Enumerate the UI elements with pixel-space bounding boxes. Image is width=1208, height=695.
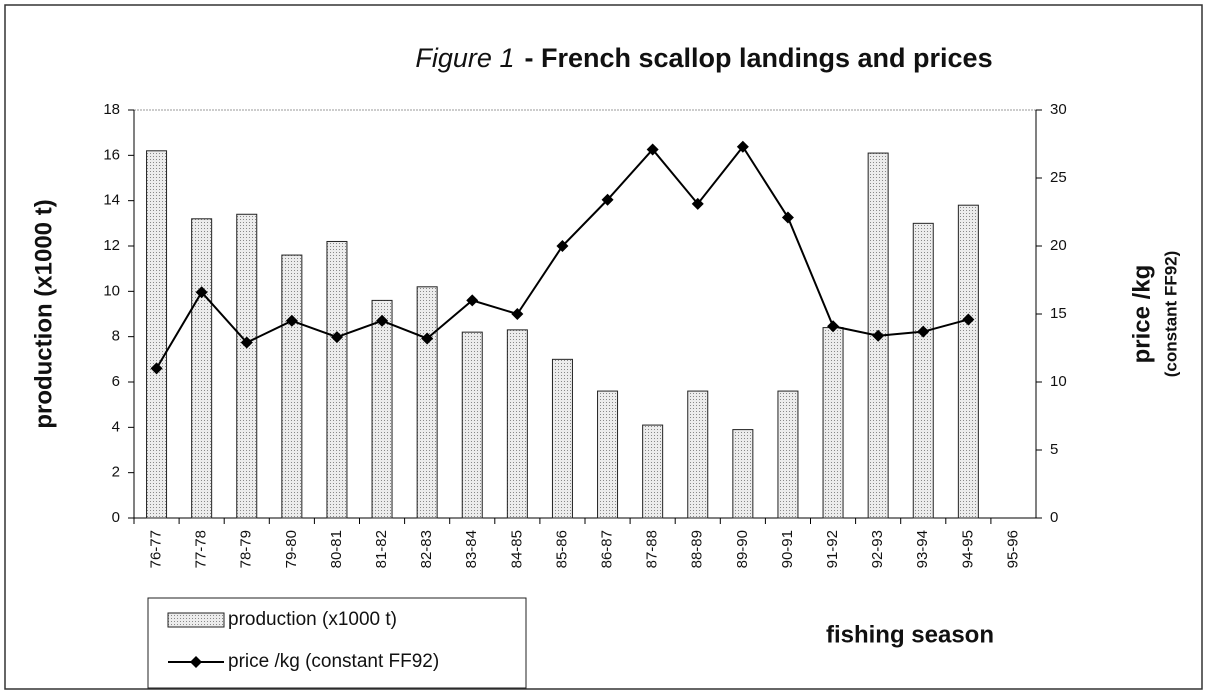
bar [687,390,709,519]
bar [326,240,348,519]
y-tick-label: 0 [112,509,120,526]
chart-title: Figure 1 - French scallop landings and pr… [415,43,992,73]
frame [4,4,1203,690]
x-tick-label: 88-89 [689,530,706,568]
y-tick-label: 18 [103,101,120,118]
bar [371,299,393,519]
price-marker [962,313,975,326]
y2-tick-label: 5 [1050,441,1058,458]
x-tick-label: 77-78 [193,530,210,568]
y-tick-label: 2 [112,464,120,481]
y2-tick-label: 15 [1050,305,1067,322]
bar [506,329,528,519]
price-marker [736,140,749,153]
price-marker [827,320,840,333]
legend-marker [190,656,202,668]
bar [416,286,438,519]
x-tick-label: 85-86 [553,530,570,568]
y-axis-title: production (x1000 t) [30,199,57,428]
bar [597,390,619,519]
x-tick-label: 86-87 [599,530,616,568]
bar [461,331,483,519]
bar [732,429,754,519]
x-tick-label: 92-93 [869,530,886,568]
price-marker [466,294,479,307]
price-marker [330,331,343,344]
legend-swatch [167,612,225,628]
x-tick-label: 79-80 [283,530,300,568]
y2-tick-label: 25 [1050,169,1067,186]
bar [191,218,213,519]
x-tick-label: 83-84 [463,530,480,568]
bar [642,424,664,519]
legend-label: production (x1000 t) [228,609,397,630]
y-tick-label: 12 [103,237,120,254]
bar [822,327,844,519]
x-tick-label: 76-77 [148,530,165,568]
price-marker [601,193,614,206]
price-marker [150,362,163,375]
price-marker [511,308,524,320]
bar [777,390,799,519]
x-tick-label: 91-92 [824,530,841,568]
price-marker [376,314,389,327]
bar [912,222,934,519]
bar [146,150,168,519]
y-tick-label: 6 [112,373,120,390]
x-tick-label: 80-81 [328,530,345,568]
price-marker [872,329,885,342]
y2-tick-label: 20 [1050,237,1067,254]
y-tick-label: 8 [112,328,120,345]
y2-axis-title: price /kg [1128,265,1155,364]
x-tick-label: 78-79 [238,530,255,568]
price-marker [195,286,208,299]
price-marker [646,143,659,156]
bar [236,213,258,519]
title-main: - French scallop landings and prices [524,43,992,73]
legend-label: price /kg (constant FF92) [228,651,439,672]
x-tick-label: 89-90 [734,530,751,568]
bar [551,358,573,519]
x-tick-label: 84-85 [508,530,525,568]
x-tick-label: 93-94 [914,530,931,568]
y2-tick-label: 0 [1050,509,1058,526]
bar [957,204,979,519]
y2-tick-label: 10 [1050,373,1067,390]
price-marker [421,332,434,345]
x-tick-label: 95-96 [1004,530,1021,568]
y-tick-label: 10 [103,282,120,299]
x-tick-label: 90-91 [779,530,796,568]
price-marker [556,240,569,252]
price-marker [285,314,298,327]
price-marker [917,325,930,338]
y2-axis-subtitle: (constant FF92) [1161,251,1180,378]
price-line [155,144,969,369]
y-tick-label: 16 [103,146,120,163]
price-marker [240,336,253,349]
x-tick-label: 82-83 [418,530,435,568]
x-tick-label: 87-88 [644,530,661,568]
y2-tick-label: 30 [1050,101,1067,118]
y-tick-label: 14 [103,192,120,209]
x-axis-title: fishing season [826,621,994,648]
x-tick-label: 94-95 [959,530,976,568]
price-marker [691,197,704,210]
price-marker [781,211,794,224]
title-italic: Figure 1 [415,43,514,73]
bar [281,254,303,519]
x-tick-label: 81-82 [373,530,390,568]
y-tick-label: 4 [112,418,120,435]
